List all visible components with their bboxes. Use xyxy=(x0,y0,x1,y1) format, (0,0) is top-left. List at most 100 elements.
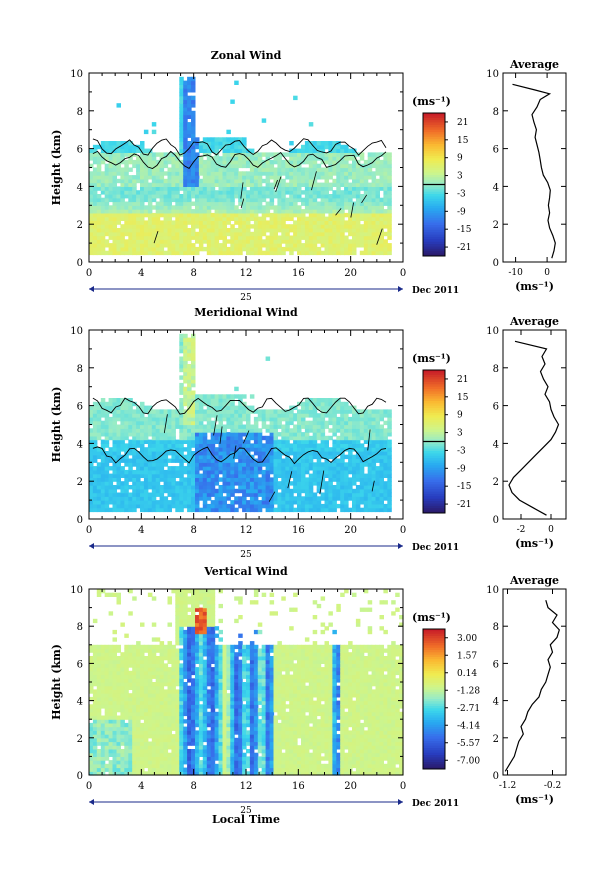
heat-cell xyxy=(179,496,184,501)
heat-cell xyxy=(304,216,310,221)
heat-cell xyxy=(202,462,208,467)
heat-cell xyxy=(367,500,373,505)
heat-cell xyxy=(328,451,333,456)
heat-cell xyxy=(108,767,114,772)
heat-cell xyxy=(202,197,208,203)
colorbar-band xyxy=(423,120,445,124)
heat-cell xyxy=(163,443,169,448)
heat-cell xyxy=(187,390,192,395)
heat-cell xyxy=(96,424,102,429)
heat-cell xyxy=(191,432,196,437)
heat-cell xyxy=(297,197,302,203)
heat-cell xyxy=(328,209,333,214)
heat-cell xyxy=(332,398,337,403)
heat-cell xyxy=(320,205,326,210)
heat-cell xyxy=(265,228,271,233)
heat-cell xyxy=(124,469,129,475)
heat-cell xyxy=(183,171,188,176)
heat-cell xyxy=(191,352,196,358)
heat-cell xyxy=(297,186,302,191)
heat-cell xyxy=(230,182,235,187)
colorbar-band xyxy=(423,132,445,135)
heat-cell xyxy=(104,439,110,444)
heat-cell xyxy=(265,239,271,244)
heat-cell xyxy=(112,231,117,237)
heat-cell xyxy=(151,122,157,127)
heat-cell xyxy=(96,693,102,698)
heat-cell xyxy=(230,186,235,191)
heat-cell xyxy=(120,439,125,444)
heat-cell xyxy=(246,159,251,165)
heat-cell xyxy=(320,239,326,244)
heat-cell xyxy=(242,481,247,486)
colorbar-band xyxy=(423,498,445,502)
heat-cell xyxy=(261,152,267,157)
heat-cell xyxy=(312,190,318,195)
heat-cell xyxy=(112,413,117,418)
heat-cell xyxy=(375,492,380,497)
heat-cell xyxy=(89,186,94,191)
heat-cell xyxy=(253,224,259,229)
heat-cell xyxy=(191,466,196,471)
heat-cell xyxy=(147,469,153,475)
heat-cell xyxy=(191,503,196,509)
heat-cell xyxy=(332,171,337,176)
heat-cell xyxy=(120,708,125,713)
heat-cell xyxy=(316,477,322,482)
heat-cell xyxy=(312,212,318,218)
heat-cell xyxy=(367,209,373,214)
heat-cell xyxy=(89,704,94,709)
heat-cell xyxy=(379,473,384,478)
colorbar-band xyxy=(423,239,445,243)
heat-cell xyxy=(151,477,157,482)
heat-cell xyxy=(387,216,392,221)
heat-cell xyxy=(277,246,282,252)
heat-cell xyxy=(324,205,329,210)
heat-cell xyxy=(116,492,121,497)
heat-cell xyxy=(89,443,94,448)
heat-cell xyxy=(352,194,357,199)
heat-cell xyxy=(155,413,161,418)
heat-cell xyxy=(179,503,184,509)
heat-cell xyxy=(136,500,141,505)
heat-cell xyxy=(100,235,106,240)
heat-cell xyxy=(147,224,153,229)
heat-cell xyxy=(375,458,380,463)
heat-cell xyxy=(96,201,102,206)
heat-cell xyxy=(336,194,341,199)
zero-contour-line xyxy=(287,471,293,489)
heat-cell xyxy=(163,488,169,494)
heat-cell xyxy=(355,190,361,195)
heat-cell xyxy=(293,466,298,471)
heat-cell xyxy=(132,235,137,240)
heat-cell xyxy=(187,220,192,225)
heat-cell xyxy=(304,435,310,441)
heat-cell xyxy=(147,443,153,448)
heat-cell xyxy=(187,337,192,342)
heat-cell xyxy=(375,235,380,240)
heat-cell xyxy=(92,205,98,210)
heat-cell xyxy=(100,659,106,664)
heat-cell xyxy=(355,409,361,414)
heat-cell xyxy=(336,246,341,252)
heat-cell xyxy=(183,163,188,169)
heat-cell xyxy=(124,454,129,460)
heat-cell xyxy=(116,428,121,433)
heat-cell xyxy=(348,462,353,467)
heat-cell xyxy=(359,216,365,221)
heat-cell xyxy=(285,462,290,467)
heat-cell xyxy=(363,212,369,218)
heat-cell xyxy=(92,148,98,153)
heat-cell xyxy=(387,201,392,206)
heat-cell xyxy=(183,345,188,350)
x-tick-label: 8 xyxy=(190,268,196,279)
heat-cell xyxy=(375,209,380,214)
date-bar-right-arrow xyxy=(398,286,403,292)
heat-cell xyxy=(198,413,204,418)
heat-cell xyxy=(163,205,169,210)
heat-cell xyxy=(348,469,353,475)
colorbar-band xyxy=(423,405,445,409)
heat-cell xyxy=(96,228,102,233)
heat-cell xyxy=(171,485,176,490)
heat-cell xyxy=(116,745,121,750)
